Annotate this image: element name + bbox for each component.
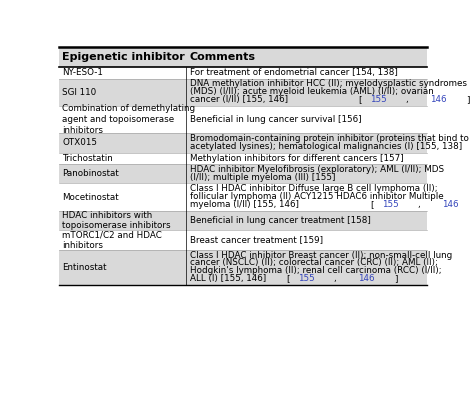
Text: Trichostatin: Trichostatin [62,154,113,163]
Bar [59,78,427,106]
Text: follicular lymphoma (II) ACY1215 HDAC6 inhibitor Multiple: follicular lymphoma (II) ACY1215 HDAC6 i… [190,192,443,201]
Bar [59,106,427,133]
Text: ,: , [406,95,411,104]
Text: Bromodomain-containing protein inhibitor (proteins that bind to: Bromodomain-containing protein inhibitor… [190,134,468,143]
Text: Hodgkin's lymphoma (II); renal cell carcinoma (RCC) (I/II);: Hodgkin's lymphoma (II); renal cell carc… [190,266,441,275]
Text: Comments: Comments [190,52,255,62]
Text: Class I HDAC inhibitor Breast cancer (II); non-small-cell lung: Class I HDAC inhibitor Breast cancer (II… [190,251,452,260]
Text: ,: , [419,200,424,209]
Text: 146: 146 [430,95,447,104]
Bar [59,133,427,152]
Bar [59,47,427,67]
Text: Beneficial in lung cancer survival [156]: Beneficial in lung cancer survival [156] [190,115,361,124]
Bar [59,152,427,164]
Text: myeloma (I/II) [155, 146]: myeloma (I/II) [155, 146] [190,200,299,209]
Text: 146: 146 [358,274,374,283]
Text: [: [ [286,274,290,283]
Text: ]: ] [466,95,470,104]
Text: 155: 155 [370,95,387,104]
Text: Combination of demethylating
agent and topoisomerase
inhibitors: Combination of demethylating agent and t… [62,104,195,135]
Text: cancer (I/II) [155, 146]: cancer (I/II) [155, 146] [190,95,288,104]
Bar [59,164,427,184]
Bar [59,211,427,230]
Bar [59,230,427,250]
Text: HDAC inhibitors with
topoisomerase inhibitors: HDAC inhibitors with topoisomerase inhib… [62,211,171,230]
Text: cancer (NSCLC) (II); colorectal cancer (CRC) (II); AML (II);: cancer (NSCLC) (II); colorectal cancer (… [190,258,438,268]
Text: (MDS) (I/II); acute myeloid leukemia (AML) (I/II); ovarian: (MDS) (I/II); acute myeloid leukemia (AM… [190,87,433,96]
Text: Mocetinostat: Mocetinostat [62,193,119,202]
Text: Epigenetic inhibitor: Epigenetic inhibitor [62,52,185,62]
Text: [: [ [358,95,362,104]
Bar [59,250,427,285]
Text: ,: , [334,274,339,283]
Text: 155: 155 [298,274,315,283]
Text: NY-ESO-1: NY-ESO-1 [62,68,103,77]
Text: Class I HDAC inhibitor Diffuse large B cell lymphoma (II);: Class I HDAC inhibitor Diffuse large B c… [190,184,438,193]
Text: (I/II); multiple myeloma (III) [155]: (I/II); multiple myeloma (III) [155] [190,173,335,182]
Bar [59,184,427,211]
Text: Entinostat: Entinostat [62,263,107,272]
Text: ALL (I) [155, 146]: ALL (I) [155, 146] [190,274,266,283]
Text: mTORC1/C2 and HDAC
inhibitors: mTORC1/C2 and HDAC inhibitors [62,230,162,250]
Text: For treatment of endometrial cancer [154, 138]: For treatment of endometrial cancer [154… [190,68,398,77]
Text: DNA methylation inhibitor HCC (II); myelodysplastic syndromes: DNA methylation inhibitor HCC (II); myel… [190,80,467,88]
Text: Methylation inhibitors for different cancers [157]: Methylation inhibitors for different can… [190,154,403,163]
Text: Beneficial in lung cancer treatment [158]: Beneficial in lung cancer treatment [158… [190,216,371,225]
Text: 155: 155 [382,200,399,209]
Text: 146: 146 [442,200,459,209]
Text: ]: ] [394,274,398,283]
Text: acetylated lysines); hematological malignancies (I) [155, 138]: acetylated lysines); hematological malig… [190,142,462,151]
Text: HDAC inhibitor Myelofibrosis (exploratory); AML (I/II); MDS: HDAC inhibitor Myelofibrosis (explorator… [190,165,444,174]
Bar [59,67,427,78]
Text: OTX015: OTX015 [62,138,97,147]
Text: Breast cancer treatment [159]: Breast cancer treatment [159] [190,236,323,244]
Text: [: [ [370,200,374,209]
Text: SGI 110: SGI 110 [62,88,96,97]
Text: Panobinostat: Panobinostat [62,169,119,178]
